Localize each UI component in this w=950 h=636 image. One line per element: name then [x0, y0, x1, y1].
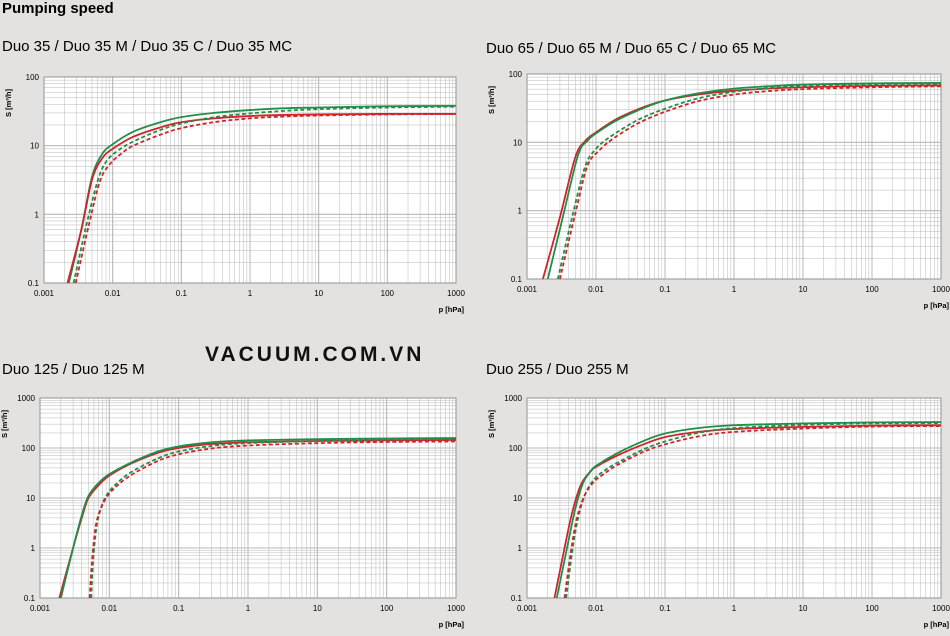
x-tick-label: 0.1: [176, 289, 188, 298]
chart-duo65: 0.001 0.01 0.1 1 10 100 1000 0.1 1 10 100 p [hPa] S …: [487, 70, 950, 310]
series-red-dashed: [88, 440, 457, 599]
x-tick-label: 0.001: [517, 285, 538, 294]
x-tick-label: 100: [380, 604, 394, 613]
series-green-solid: [546, 82, 942, 280]
y-tick-label: 0.1: [28, 279, 40, 288]
y-tick-label: 1: [31, 544, 36, 553]
y-tick-label: 1: [518, 544, 523, 553]
x-tick-label: 100: [865, 604, 879, 613]
x-tick-label: 10: [314, 289, 323, 298]
x-tick-label: 0.001: [517, 604, 538, 613]
y-tick-label: 1000: [504, 394, 522, 403]
x-tick-label: 1: [732, 604, 737, 613]
x-tick-label: 1000: [932, 285, 950, 294]
x-tick-label: 10: [799, 285, 808, 294]
x-tick-label: 0.01: [105, 289, 121, 298]
y-tick-label: 10: [513, 494, 522, 503]
x-tick-label: 0.001: [34, 289, 55, 298]
x-axis-label: p [hPa]: [924, 301, 950, 310]
x-tick-label: 0.1: [659, 285, 671, 294]
y-axis-label: S [m³/h]: [0, 410, 9, 438]
plot-frame: [39, 397, 457, 599]
chart-duo125: 0.001 0.01 0.1 1 10 100 1000 0.1 1 10 100 1000 p [hP…: [0, 394, 465, 629]
chart-title-duo125: Duo 125 / Duo 125 M: [2, 361, 145, 378]
gridlines: [526, 397, 942, 599]
y-tick-label: 0.1: [511, 594, 523, 603]
y-tick-label: 1000: [17, 394, 35, 403]
chart-duo35: 0.001 0.01 0.1 1 10 100 1000 0.1 1 10 100 p [hPa] S …: [4, 73, 465, 314]
plot-frame: [526, 397, 942, 599]
x-tick-label: 100: [381, 289, 395, 298]
plot-frame: [43, 76, 457, 284]
x-axis-label: p [hPa]: [924, 620, 950, 629]
chart-duo255: 0.001 0.01 0.1 1 10 100 1000 0.1 1 10 100 1000 p [hP…: [487, 394, 950, 629]
y-axis-label: S [m³/h]: [487, 86, 496, 114]
series-red-dashed: [559, 85, 942, 280]
series-red-solid: [553, 424, 942, 599]
chart-title-duo255: Duo 255 / Duo 255 M: [486, 361, 629, 378]
x-tick-label: 0.01: [102, 604, 118, 613]
y-tick-label: 100: [22, 444, 36, 453]
x-tick-label: 0.01: [588, 285, 604, 294]
gridlines: [39, 397, 457, 599]
x-tick-label: 1000: [447, 604, 465, 613]
y-axis-label: S [m³/h]: [487, 410, 496, 438]
x-tick-label: 10: [799, 604, 808, 613]
x-tick-label: 0.1: [173, 604, 185, 613]
y-tick-label: 10: [513, 138, 522, 147]
y-axis-label: S [m³/h]: [4, 89, 13, 117]
x-tick-label: 1: [248, 289, 253, 298]
y-tick-label: 100: [26, 73, 40, 82]
x-tick-label: 0.001: [30, 604, 51, 613]
series-red-solid: [66, 112, 457, 284]
x-tick-label: 10: [313, 604, 322, 613]
series-green-solid: [555, 421, 942, 599]
y-tick-label: 1: [35, 210, 40, 219]
series-green-dashed: [72, 105, 457, 284]
y-tick-label: 0.1: [24, 594, 36, 603]
x-axis-label: p [hPa]: [439, 620, 465, 629]
x-tick-label: 100: [865, 285, 879, 294]
y-tick-label: 100: [509, 444, 523, 453]
x-tick-label: 1: [246, 604, 251, 613]
series-green-solid: [59, 437, 457, 599]
series-red-dashed: [563, 425, 942, 599]
y-tick-label: 100: [509, 70, 523, 79]
y-tick-label: 10: [26, 494, 35, 503]
series-green-dashed: [556, 82, 942, 280]
page-title: Pumping speed: [2, 0, 114, 17]
y-tick-label: 0.1: [511, 275, 523, 284]
watermark-text: VACUUM.COM.VN: [205, 343, 425, 366]
y-tick-label: 1: [518, 207, 523, 216]
chart-title-duo35: Duo 35 / Duo 35 M / Duo 35 C / Duo 35 MC: [2, 38, 293, 55]
series-green-solid: [67, 104, 457, 284]
y-tick-label: 10: [30, 142, 39, 151]
series-green-dashed: [565, 422, 942, 599]
x-tick-label: 0.1: [659, 604, 671, 613]
x-tick-label: 1000: [932, 604, 950, 613]
series-red-dashed: [74, 113, 457, 284]
x-tick-label: 0.01: [588, 604, 604, 613]
x-tick-label: 1000: [447, 289, 465, 298]
x-tick-label: 1: [732, 285, 737, 294]
chart-title-duo65: Duo 65 / Duo 65 M / Duo 65 C / Duo 65 MC: [486, 40, 777, 57]
plot-frame: [526, 73, 942, 280]
x-axis-label: p [hPa]: [439, 305, 465, 314]
